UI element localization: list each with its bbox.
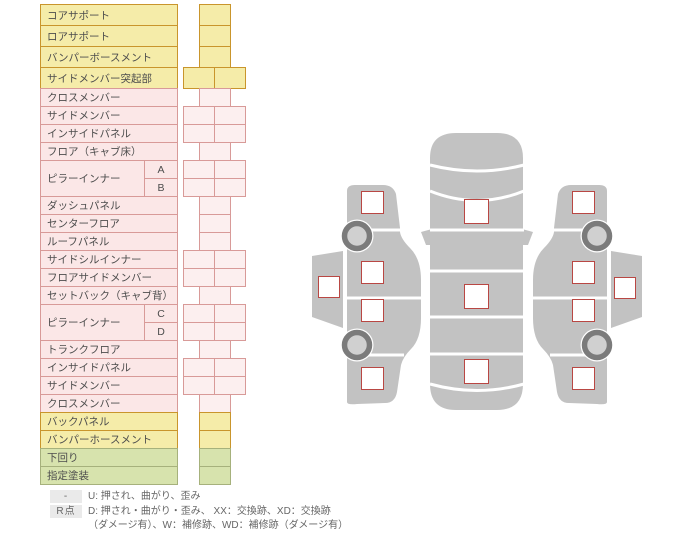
cell-row [183,268,246,287]
part-label: 下回り [47,452,79,464]
right-rear-wheel [581,329,613,361]
checkbox-top-front[interactable] [464,199,489,224]
cell-row [183,250,246,269]
left-rear-wheel [341,329,373,361]
table-row: バンパーボースメント [40,46,178,68]
part-label: ロアサポート [47,30,110,43]
cell-row [183,124,246,143]
legend-row: - U: 押され、曲がり、歪み [50,490,348,504]
table-row: セットバック（キャブ背） [40,286,178,305]
cell-row [183,67,246,89]
pillar-sub-column: C D [144,305,177,340]
legend: - U: 押され、曲がり、歪み R点 D: 押され・曲がり・歪み、 XX：交換跡… [50,490,348,534]
table-row: ロアサポート [40,25,178,47]
legend-key-dash: - [50,490,82,503]
table-row: ダッシュパネル [40,196,178,215]
part-label: ピラーインナー [47,317,121,329]
cell-row [183,358,246,377]
car-right-side-view [532,185,642,405]
pillar-sub-column: A B [144,161,177,196]
checkbox-right-rocker[interactable] [614,277,636,299]
legend-description: D: 押され・曲がり・歪み、 XX：交換跡、XD：交換跡 （ダメージ有）、W：補修… [88,506,349,531]
part-label: インサイドパネル [47,128,131,140]
part-label: コアサポート [47,9,110,22]
cell-row [183,160,246,179]
right-side-body [533,185,607,405]
checkbox-left-rear-door[interactable] [361,299,384,322]
pillar-sub-b: B [157,181,165,194]
part-label: サイドシルインナー [47,254,142,266]
checkbox-left-front-fender[interactable] [361,191,384,214]
part-label: ルーフパネル [47,236,110,248]
checkbox-top-rear[interactable] [464,359,489,384]
right-mirror [522,229,533,245]
part-label: インサイドパネル [47,362,131,374]
parts-table: コアサポート ロアサポート バンパーボースメント サイドメンバー突起部 クロスメ… [40,4,178,485]
cell-row [183,376,246,395]
pillar-sub-a: A [145,161,177,179]
table-row: インサイドパネル [40,358,178,377]
part-label: サイドメンバー [47,380,121,392]
table-row-pillar-inner-cd: ピラーインナー C D [40,304,178,341]
left-front-wheel [341,220,373,252]
table-row: フロア（キャブ床） [40,142,178,161]
pillar-sub-c: C [145,305,177,323]
part-label: 指定塗装 [47,470,89,482]
table-row: 指定塗装 [40,466,178,485]
part-label: サイドメンバー [47,110,121,122]
part-label: ダッシュパネル [47,200,121,212]
cell-row [183,304,246,323]
part-label: ピラーインナー [47,173,121,185]
part-label: バックパネル [47,416,110,428]
left-side-body [347,185,421,405]
checkbox-left-rear-fender[interactable] [361,367,384,390]
legend-row: R点 D: 押され・曲がり・歪み、 XX：交換跡、XD：交換跡 （ダメージ有）、W… [50,505,348,533]
car-left-side-view [312,185,422,405]
part-label: センターフロア [47,218,120,230]
damage-cell-grid [183,4,246,485]
checkbox-left-rocker[interactable] [318,276,340,298]
part-label: クロスメンバー [47,398,121,410]
cell-row [183,178,246,197]
part-label: クロスメンバー [47,92,121,104]
cell-row [183,322,246,341]
right-front-wheel [581,220,613,252]
legend-key-rpoint: R点 [50,505,82,518]
table-row: サイドメンバー [40,106,178,125]
checkbox-right-rear-fender[interactable] [572,367,595,390]
checkbox-right-rear-door[interactable] [572,299,595,322]
damage-cell[interactable] [198,466,231,485]
part-label: セットバック（キャブ背） [47,290,173,302]
table-row: トランクフロア [40,340,178,359]
part-label: バンパーボースメント [47,51,152,64]
checkbox-left-front-door[interactable] [361,261,384,284]
table-row: 下回り [40,448,178,467]
checkbox-top-center[interactable] [464,284,489,309]
table-row: フロアサイドメンバー [40,268,178,287]
table-row: バンパーホースメント [40,430,178,449]
part-label: サイドメンバー突起部 [47,72,152,85]
table-row: クロスメンバー [40,394,178,413]
checkbox-right-front-fender[interactable] [572,191,595,214]
part-label: バンパーホースメント [47,434,152,446]
part-label: フロアサイドメンバー [47,272,152,284]
left-mirror [421,229,432,245]
part-label: トランクフロア [47,344,121,356]
part-label: フロア（キャブ床） [47,146,142,158]
pillar-sub-d: D [157,325,165,338]
cell-row [183,466,246,485]
legend-description: U: 押され、曲がり、歪み [88,491,201,502]
checkbox-right-front-door[interactable] [572,261,595,284]
